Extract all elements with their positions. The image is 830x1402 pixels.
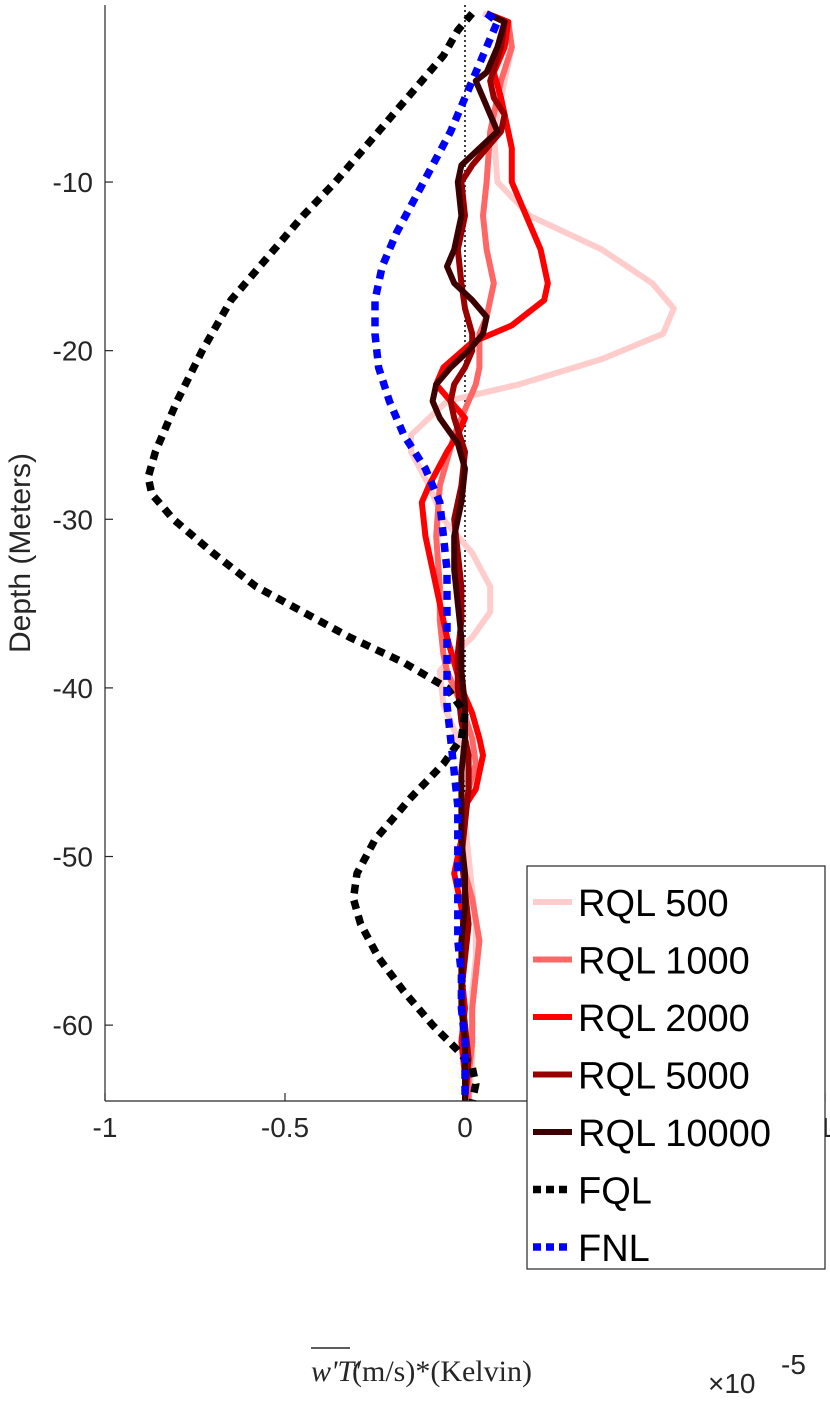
x-tick-label: -1 — [93, 1112, 118, 1143]
x-label-units: (m/s)*(Kelvin) — [352, 1355, 532, 1388]
legend-label: RQL 5000 — [578, 1056, 750, 1098]
x-tick-label: 0 — [457, 1112, 473, 1143]
y-tick-label: -40 — [53, 673, 93, 704]
x-tick-label: -0.5 — [261, 1112, 309, 1143]
legend-label: RQL 10000 — [578, 1113, 771, 1155]
x-axis-label: w'T' (m/s)*(Kelvin) — [311, 1347, 532, 1388]
x-exponent-label: ×10 -5 — [708, 1349, 806, 1399]
series-line-rql-10000 — [429, 10, 508, 1101]
series-line-fnl — [371, 10, 502, 1101]
legend-box — [526, 865, 826, 1270]
series-line-rql-1000 — [433, 10, 515, 1101]
legend-label: RQL 2000 — [578, 998, 750, 1040]
y-tick-label: -10 — [53, 167, 93, 198]
legend: RQL 500 RQL 1000 RQL 2000 RQL 5000 RQL 10000… — [526, 865, 826, 1270]
y-axis-label: Depth (Meters) — [4, 453, 37, 653]
y-tick-label: -60 — [53, 1010, 93, 1041]
legend-label: FQL — [578, 1171, 652, 1213]
series-layer — [144, 10, 677, 1102]
x-exponent-power: -5 — [781, 1349, 806, 1380]
y-tick-label: -20 — [53, 336, 93, 367]
legend-label: RQL 1000 — [578, 941, 750, 983]
legend-label: FNL — [578, 1228, 650, 1270]
y-tick-label: -30 — [53, 504, 93, 535]
series-line-rql-2000 — [418, 10, 551, 1101]
legend-label: RQL 500 — [578, 883, 729, 925]
x-label-expression: w'T' — [311, 1355, 361, 1388]
y-tick-label: -50 — [53, 842, 93, 873]
x-exponent-base: ×10 — [708, 1368, 756, 1399]
